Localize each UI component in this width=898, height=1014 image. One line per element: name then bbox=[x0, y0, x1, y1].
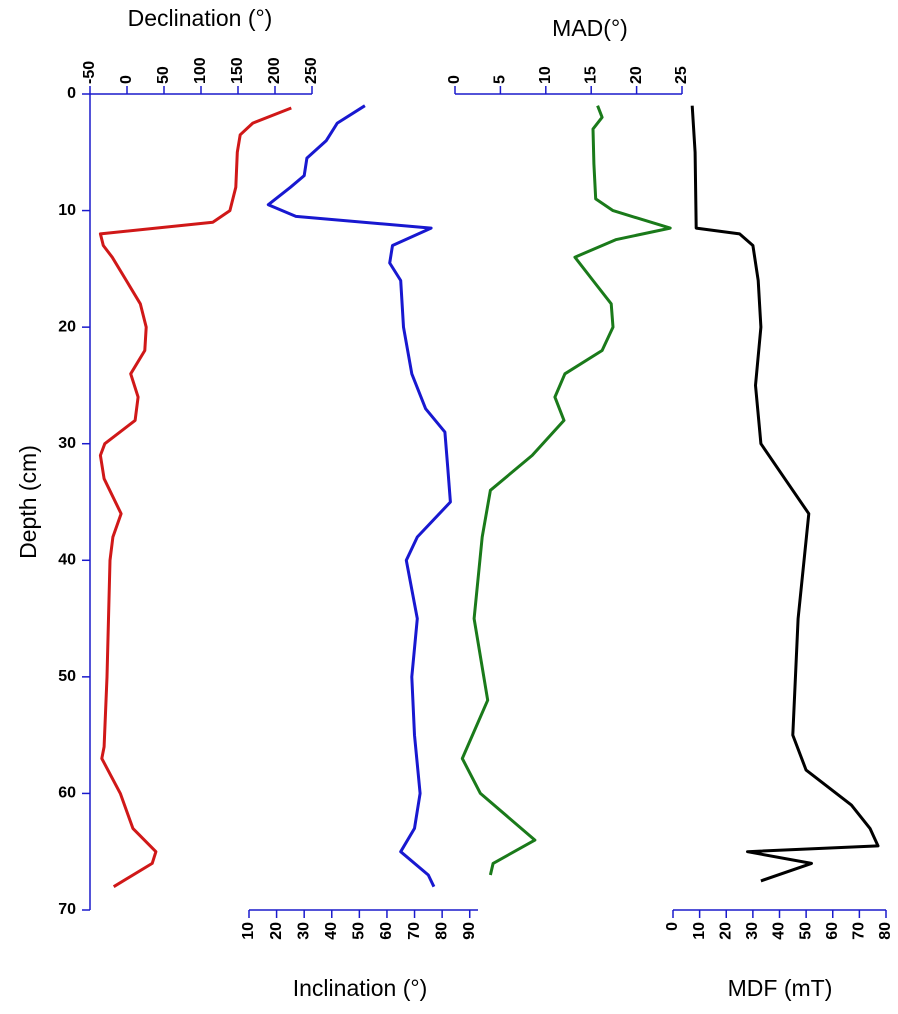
x-tick-label: 30 bbox=[744, 922, 761, 940]
x-tick-label: 20 bbox=[628, 66, 645, 84]
x-axis-label: MDF (mT) bbox=[728, 975, 833, 1001]
x-tick-label: 90 bbox=[461, 922, 478, 940]
data-line bbox=[690, 105, 880, 883]
x-tick-label: 60 bbox=[824, 922, 841, 940]
x-tick-label: 60 bbox=[378, 922, 395, 940]
x-tick-label: 250 bbox=[303, 57, 320, 84]
y-tick-label: 0 bbox=[67, 85, 76, 102]
x-tick-label: 0 bbox=[664, 922, 681, 931]
data-line bbox=[266, 104, 452, 888]
y-tick-label: 40 bbox=[58, 552, 76, 569]
y-tick-label: 70 bbox=[58, 901, 76, 918]
x-axis-label: Declination (°) bbox=[128, 5, 273, 31]
x-axis-label: Inclination (°) bbox=[293, 975, 427, 1001]
x-tick-label: 80 bbox=[433, 922, 450, 940]
y-tick-label: 50 bbox=[58, 668, 76, 685]
y-tick-label: 30 bbox=[58, 435, 76, 452]
x-tick-label: 40 bbox=[771, 922, 788, 940]
x-tick-label: 25 bbox=[673, 66, 690, 84]
x-tick-label: 100 bbox=[192, 57, 209, 84]
x-tick-label: 50 bbox=[351, 922, 368, 940]
x-tick-label: 15 bbox=[582, 66, 599, 84]
y-tick-label: 10 bbox=[58, 202, 76, 219]
x-tick-label: 10 bbox=[691, 922, 708, 940]
x-tick-label: 20 bbox=[268, 922, 285, 940]
x-axis-label: MAD(°) bbox=[552, 15, 628, 41]
x-tick-label: 150 bbox=[229, 57, 246, 84]
x-tick-label: -50 bbox=[81, 61, 98, 84]
x-tick-label: 40 bbox=[323, 922, 340, 940]
x-tick-label: 10 bbox=[240, 922, 257, 940]
x-tick-label: 30 bbox=[295, 922, 312, 940]
x-tick-label: 10 bbox=[537, 66, 554, 84]
x-tick-label: 200 bbox=[266, 57, 283, 84]
x-tick-label: 70 bbox=[406, 922, 423, 940]
data-line bbox=[460, 105, 672, 876]
x-tick-label: 0 bbox=[118, 75, 135, 84]
x-tick-label: 0 bbox=[446, 75, 463, 84]
x-tick-label: 70 bbox=[851, 922, 868, 940]
x-tick-label: 50 bbox=[155, 66, 172, 84]
y-axis-label: Depth (cm) bbox=[15, 445, 41, 559]
x-tick-label: 50 bbox=[797, 922, 814, 940]
data-line bbox=[98, 106, 292, 888]
x-tick-label: 20 bbox=[717, 922, 734, 940]
x-tick-label: 80 bbox=[877, 922, 894, 940]
y-tick-label: 20 bbox=[58, 318, 76, 335]
y-tick-label: 60 bbox=[58, 785, 76, 802]
x-tick-label: 5 bbox=[492, 75, 509, 84]
